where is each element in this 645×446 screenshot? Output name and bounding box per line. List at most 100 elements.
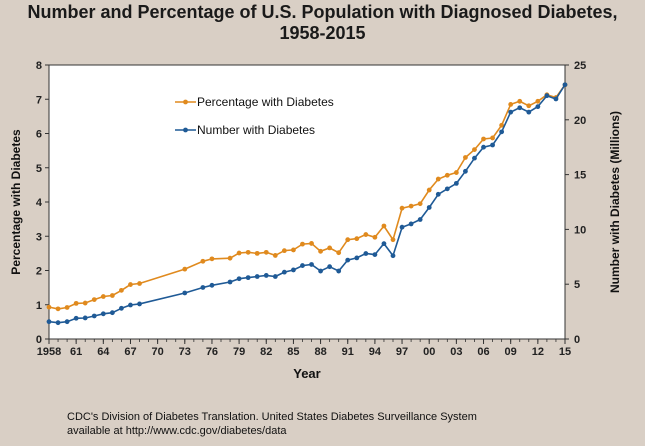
x-axis-label: Year	[293, 366, 320, 381]
data-point-number	[463, 168, 468, 174]
data-point-percentage	[318, 248, 323, 254]
x-tick-label: 61	[70, 346, 82, 358]
source-line-2: available at http://www.cdc.gov/diabetes…	[67, 425, 287, 437]
data-point-percentage	[526, 103, 532, 109]
data-point-number	[318, 268, 323, 274]
y-left-tick-label: 8	[36, 60, 42, 72]
x-tick-label: 88	[314, 346, 326, 358]
y-left-tick-label: 2	[36, 266, 42, 278]
data-point-number	[444, 186, 450, 192]
y-left-tick-label: 7	[36, 94, 42, 106]
data-point-percentage	[46, 304, 52, 310]
legend-marker	[183, 99, 188, 105]
x-tick-label: 97	[396, 346, 408, 358]
data-point-percentage	[300, 241, 305, 247]
data-point-percentage	[444, 172, 450, 178]
data-point-number	[553, 96, 559, 102]
data-point-percentage	[200, 258, 206, 264]
x-tick-label: 85	[287, 346, 299, 358]
x-tick-label: 67	[124, 346, 136, 358]
data-point-number	[209, 282, 215, 288]
data-point-number	[363, 251, 369, 256]
data-point-number	[435, 191, 441, 197]
data-point-number	[336, 268, 342, 274]
data-point-number	[200, 285, 206, 290]
legend-label: Number with Diabetes	[197, 123, 315, 137]
y-left-tick-label: 5	[36, 163, 42, 175]
data-point-percentage	[463, 155, 468, 160]
data-point-percentage	[64, 305, 70, 310]
data-point-number	[562, 82, 568, 88]
y-right-tick-label: 20	[574, 115, 586, 127]
data-point-number	[535, 104, 541, 110]
legend-label: Percentage with Diabetes	[197, 95, 334, 109]
data-point-number	[544, 93, 550, 99]
data-point-percentage	[372, 234, 378, 240]
data-point-percentage	[327, 245, 333, 251]
data-point-percentage	[100, 294, 106, 299]
data-point-number	[82, 315, 88, 321]
x-tick-label: 76	[206, 346, 218, 358]
data-point-number	[390, 253, 396, 259]
y-right-tick-label: 5	[574, 279, 580, 291]
x-tick-label: 91	[342, 346, 354, 358]
data-point-percentage	[209, 256, 215, 262]
x-tick-label: 03	[450, 346, 462, 358]
data-point-percentage	[435, 176, 441, 182]
y-right-tick-label: 15	[574, 170, 586, 182]
data-point-percentage	[381, 223, 387, 229]
data-point-number	[381, 241, 387, 247]
data-point-number	[55, 320, 61, 326]
x-tick-label: 1958	[37, 346, 61, 358]
y-left-tick-label: 4	[36, 197, 43, 209]
data-point-number	[91, 313, 97, 319]
data-point-percentage	[490, 135, 495, 141]
x-tick-label: 12	[532, 346, 544, 358]
y-right-tick-label: 25	[574, 60, 586, 72]
data-point-percentage	[517, 98, 523, 104]
data-point-number	[245, 275, 251, 281]
y-right-axis-label: Number with Diabetes (Millions)	[608, 111, 622, 293]
data-point-percentage	[426, 187, 432, 193]
data-point-percentage	[499, 122, 505, 128]
data-point-number	[227, 279, 233, 285]
data-point-number	[272, 274, 278, 279]
data-point-percentage	[263, 249, 269, 255]
data-point-percentage	[291, 247, 296, 253]
y-left-tick-label: 1	[36, 300, 42, 312]
x-tick-label: 82	[260, 346, 272, 358]
x-tick-label: 94	[369, 346, 382, 358]
data-point-percentage	[354, 236, 360, 242]
x-tick-label: 79	[233, 346, 245, 358]
data-point-percentage	[281, 248, 287, 254]
data-point-percentage	[109, 293, 115, 298]
x-tick-label: 70	[152, 346, 164, 358]
data-point-percentage	[508, 101, 514, 107]
source-line-1: CDC's Division of Diabetes Translation. …	[67, 411, 477, 423]
data-point-number	[408, 221, 414, 227]
data-point-number	[508, 109, 514, 115]
data-point-number	[354, 255, 360, 261]
source-note: CDC's Division of Diabetes Translation. …	[67, 410, 477, 438]
y-left-tick-label: 3	[36, 231, 42, 243]
series-line-number	[48, 84, 566, 324]
y-right-tick-label: 10	[574, 224, 586, 236]
chart-title: Number and Percentage of U.S. Population…	[0, 2, 645, 44]
data-point-percentage	[309, 241, 314, 246]
chart-title-line-1: Number and Percentage of U.S. Population…	[27, 2, 618, 22]
data-point-number	[309, 262, 314, 267]
x-tick-label: 64	[97, 346, 110, 358]
x-tick-label: 15	[559, 346, 571, 358]
data-point-percentage	[408, 203, 414, 209]
data-point-number	[128, 302, 133, 308]
data-point-percentage	[472, 147, 477, 152]
y-left-axis-label: Percentage with Diabetes	[9, 129, 23, 275]
chart-title-line-2: 1958-2015	[279, 23, 366, 43]
data-point-number	[263, 273, 269, 278]
data-point-percentage	[91, 297, 97, 303]
data-point-number	[300, 263, 305, 268]
data-point-percentage	[417, 201, 423, 207]
data-point-number	[490, 142, 495, 148]
data-point-number	[137, 301, 142, 307]
plot-area	[48, 64, 566, 340]
